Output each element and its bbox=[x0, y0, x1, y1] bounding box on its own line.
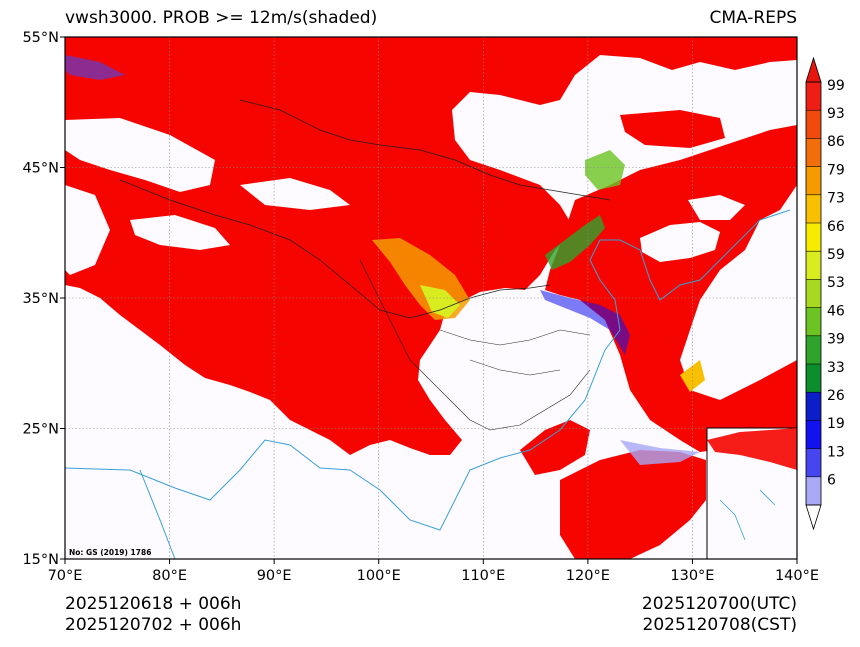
valid-cst: 2025120708(CST) bbox=[642, 615, 797, 635]
colorbar-label: 46 bbox=[827, 303, 845, 319]
colorbar-segment bbox=[806, 279, 821, 308]
fringe-lightblue-south bbox=[620, 440, 700, 465]
lon-labels: 70°E 80°E 90°E 100°E 110°E 120°E 130°E 140°E bbox=[48, 559, 819, 584]
colorbar-label: 33 bbox=[827, 360, 845, 376]
colorbar-segment bbox=[806, 364, 821, 393]
hole-mongolia-east bbox=[455, 100, 580, 170]
colorbar-segment bbox=[806, 251, 821, 280]
colorbar-segment bbox=[806, 307, 821, 336]
hole-sea-of-japan bbox=[640, 222, 720, 262]
colorbar-segment bbox=[806, 335, 821, 364]
lon-label: 130°E bbox=[670, 568, 714, 584]
field-sakhalin bbox=[620, 110, 725, 148]
colorbar-segment bbox=[806, 166, 821, 195]
colorbar-segment bbox=[806, 223, 821, 252]
field-taiwan bbox=[520, 420, 590, 475]
lon-label: 70°E bbox=[48, 568, 83, 584]
valid-utc: 2025120700(UTC) bbox=[641, 594, 797, 614]
fringe-blue bbox=[540, 290, 630, 355]
border-line-3 bbox=[359, 259, 591, 431]
colorbar-label: 39 bbox=[827, 332, 845, 348]
coastline-asia bbox=[65, 209, 791, 531]
lat-label: 25°N bbox=[22, 422, 59, 438]
hole-taklimakan bbox=[130, 215, 230, 250]
hole-hokkaido bbox=[688, 195, 745, 220]
hole-kazakh bbox=[65, 118, 215, 192]
field-south-sea bbox=[560, 450, 706, 559]
coastline-india bbox=[139, 469, 176, 559]
colorbar-segment bbox=[806, 476, 821, 505]
colorbar-label: 66 bbox=[827, 219, 845, 235]
gridlines bbox=[65, 37, 797, 559]
lat-label: 45°N bbox=[22, 161, 59, 177]
lon-label: 80°E bbox=[152, 568, 187, 584]
hole-dzungaria bbox=[240, 178, 350, 210]
chart-title: vwsh3000. PROB >= 12m/s(shaded) bbox=[65, 8, 378, 28]
colorbar-label: 19 bbox=[827, 416, 845, 432]
probability-field bbox=[65, 37, 797, 559]
colorbar: 99 93 86 79 73 66 59 53 46 39 33 26 19 13 6 bbox=[805, 56, 845, 531]
colorbar-segment bbox=[806, 110, 821, 139]
colorbar-label: 86 bbox=[827, 134, 845, 150]
field-main-north bbox=[65, 37, 797, 455]
lon-label: 110°E bbox=[461, 568, 505, 584]
colorbar-segment bbox=[806, 420, 821, 449]
colorbar-segment bbox=[806, 138, 821, 167]
fringe-northwest-blue bbox=[65, 55, 125, 80]
lat-labels: 55°N 45°N 35°N 25°N 15°N bbox=[22, 30, 65, 568]
colorbar-segment bbox=[806, 194, 821, 223]
border-line-5 bbox=[469, 359, 561, 376]
inset-map bbox=[706, 427, 798, 560]
colorbar-extend-min bbox=[805, 504, 822, 531]
colorbar-segment bbox=[806, 392, 821, 421]
colorbar-label: 73 bbox=[827, 191, 845, 207]
border-line-4 bbox=[439, 329, 591, 346]
lon-label: 120°E bbox=[566, 568, 610, 584]
footer-valid: 2025120700(UTC) 2025120708(CST) bbox=[642, 594, 797, 636]
map-note: No: GS (2019) 1786 bbox=[69, 548, 151, 557]
fringe-green bbox=[545, 215, 605, 270]
lat-label: 15°N bbox=[22, 552, 59, 568]
lon-label: 140°E bbox=[775, 568, 819, 584]
colorbar-label: 79 bbox=[827, 162, 845, 178]
lon-label: 100°E bbox=[357, 568, 401, 584]
model-name: CMA-REPS bbox=[709, 8, 797, 28]
colorbar-extend-max bbox=[805, 56, 822, 83]
init-utc: 2025120618 + 006h bbox=[65, 594, 242, 614]
colorbar-label: 59 bbox=[827, 247, 845, 263]
footer-init: 2025120618 + 006h 2025120702 + 006h bbox=[65, 594, 241, 636]
fringe-lightgreen bbox=[585, 150, 625, 190]
colorbar-label: 53 bbox=[827, 275, 845, 291]
colorbar-label: 93 bbox=[827, 106, 845, 122]
colorbar-label: 6 bbox=[827, 473, 836, 489]
fringe-yellow bbox=[420, 285, 460, 318]
colorbar-label: 99 bbox=[827, 78, 845, 94]
colorbar-label: 26 bbox=[827, 388, 845, 404]
colorbar-label: 13 bbox=[827, 444, 845, 460]
border-line-2 bbox=[239, 99, 611, 201]
init-cst: 2025120702 + 006h bbox=[65, 615, 242, 635]
fringe-yellow-east bbox=[680, 360, 705, 392]
lon-label: 90°E bbox=[257, 568, 292, 584]
border-line-1 bbox=[119, 179, 551, 319]
colorbar-segment bbox=[806, 448, 821, 477]
lat-label: 35°N bbox=[22, 291, 59, 307]
lat-label: 55°N bbox=[22, 30, 59, 46]
hole-west bbox=[65, 185, 110, 275]
colorbar-segment bbox=[806, 82, 821, 111]
